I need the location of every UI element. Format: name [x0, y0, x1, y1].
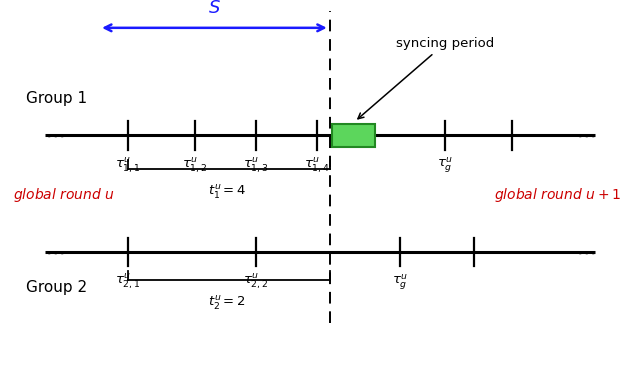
Text: $S$: $S$: [208, 0, 221, 17]
Text: $\cdots$: $\cdots$: [576, 126, 595, 145]
Text: $\cdots$: $\cdots$: [576, 243, 595, 262]
Text: $\cdots$: $\cdots$: [45, 243, 64, 262]
Text: $t^u_1 = 4$: $t^u_1 = 4$: [208, 184, 246, 201]
Bar: [332, 124, 375, 147]
Text: Group 2: Group 2: [26, 280, 87, 295]
Text: $\tau^u_{1,2}$: $\tau^u_{1,2}$: [182, 156, 208, 175]
Text: global round $u+1$: global round $u+1$: [493, 186, 621, 204]
Text: $\cdots$: $\cdots$: [45, 126, 64, 145]
Text: $\tau^u_{1,4}$: $\tau^u_{1,4}$: [304, 156, 330, 175]
Text: $t^u_2 = 2$: $t^u_2 = 2$: [209, 295, 246, 312]
Text: $\tau^u_{1,1}$: $\tau^u_{1,1}$: [115, 156, 141, 175]
Text: $\tau^u_{1,3}$: $\tau^u_{1,3}$: [243, 156, 269, 175]
Text: syncing period: syncing period: [358, 37, 494, 119]
Text: Group 1: Group 1: [26, 91, 87, 106]
Text: global round $u$: global round $u$: [13, 186, 115, 204]
Text: $\tau^u_g$: $\tau^u_g$: [436, 156, 453, 175]
Text: $\tau^u_g$: $\tau^u_g$: [392, 273, 408, 292]
Text: $\tau^u_{2,2}$: $\tau^u_{2,2}$: [243, 273, 269, 292]
Text: $\tau^u_{2,1}$: $\tau^u_{2,1}$: [115, 273, 141, 292]
